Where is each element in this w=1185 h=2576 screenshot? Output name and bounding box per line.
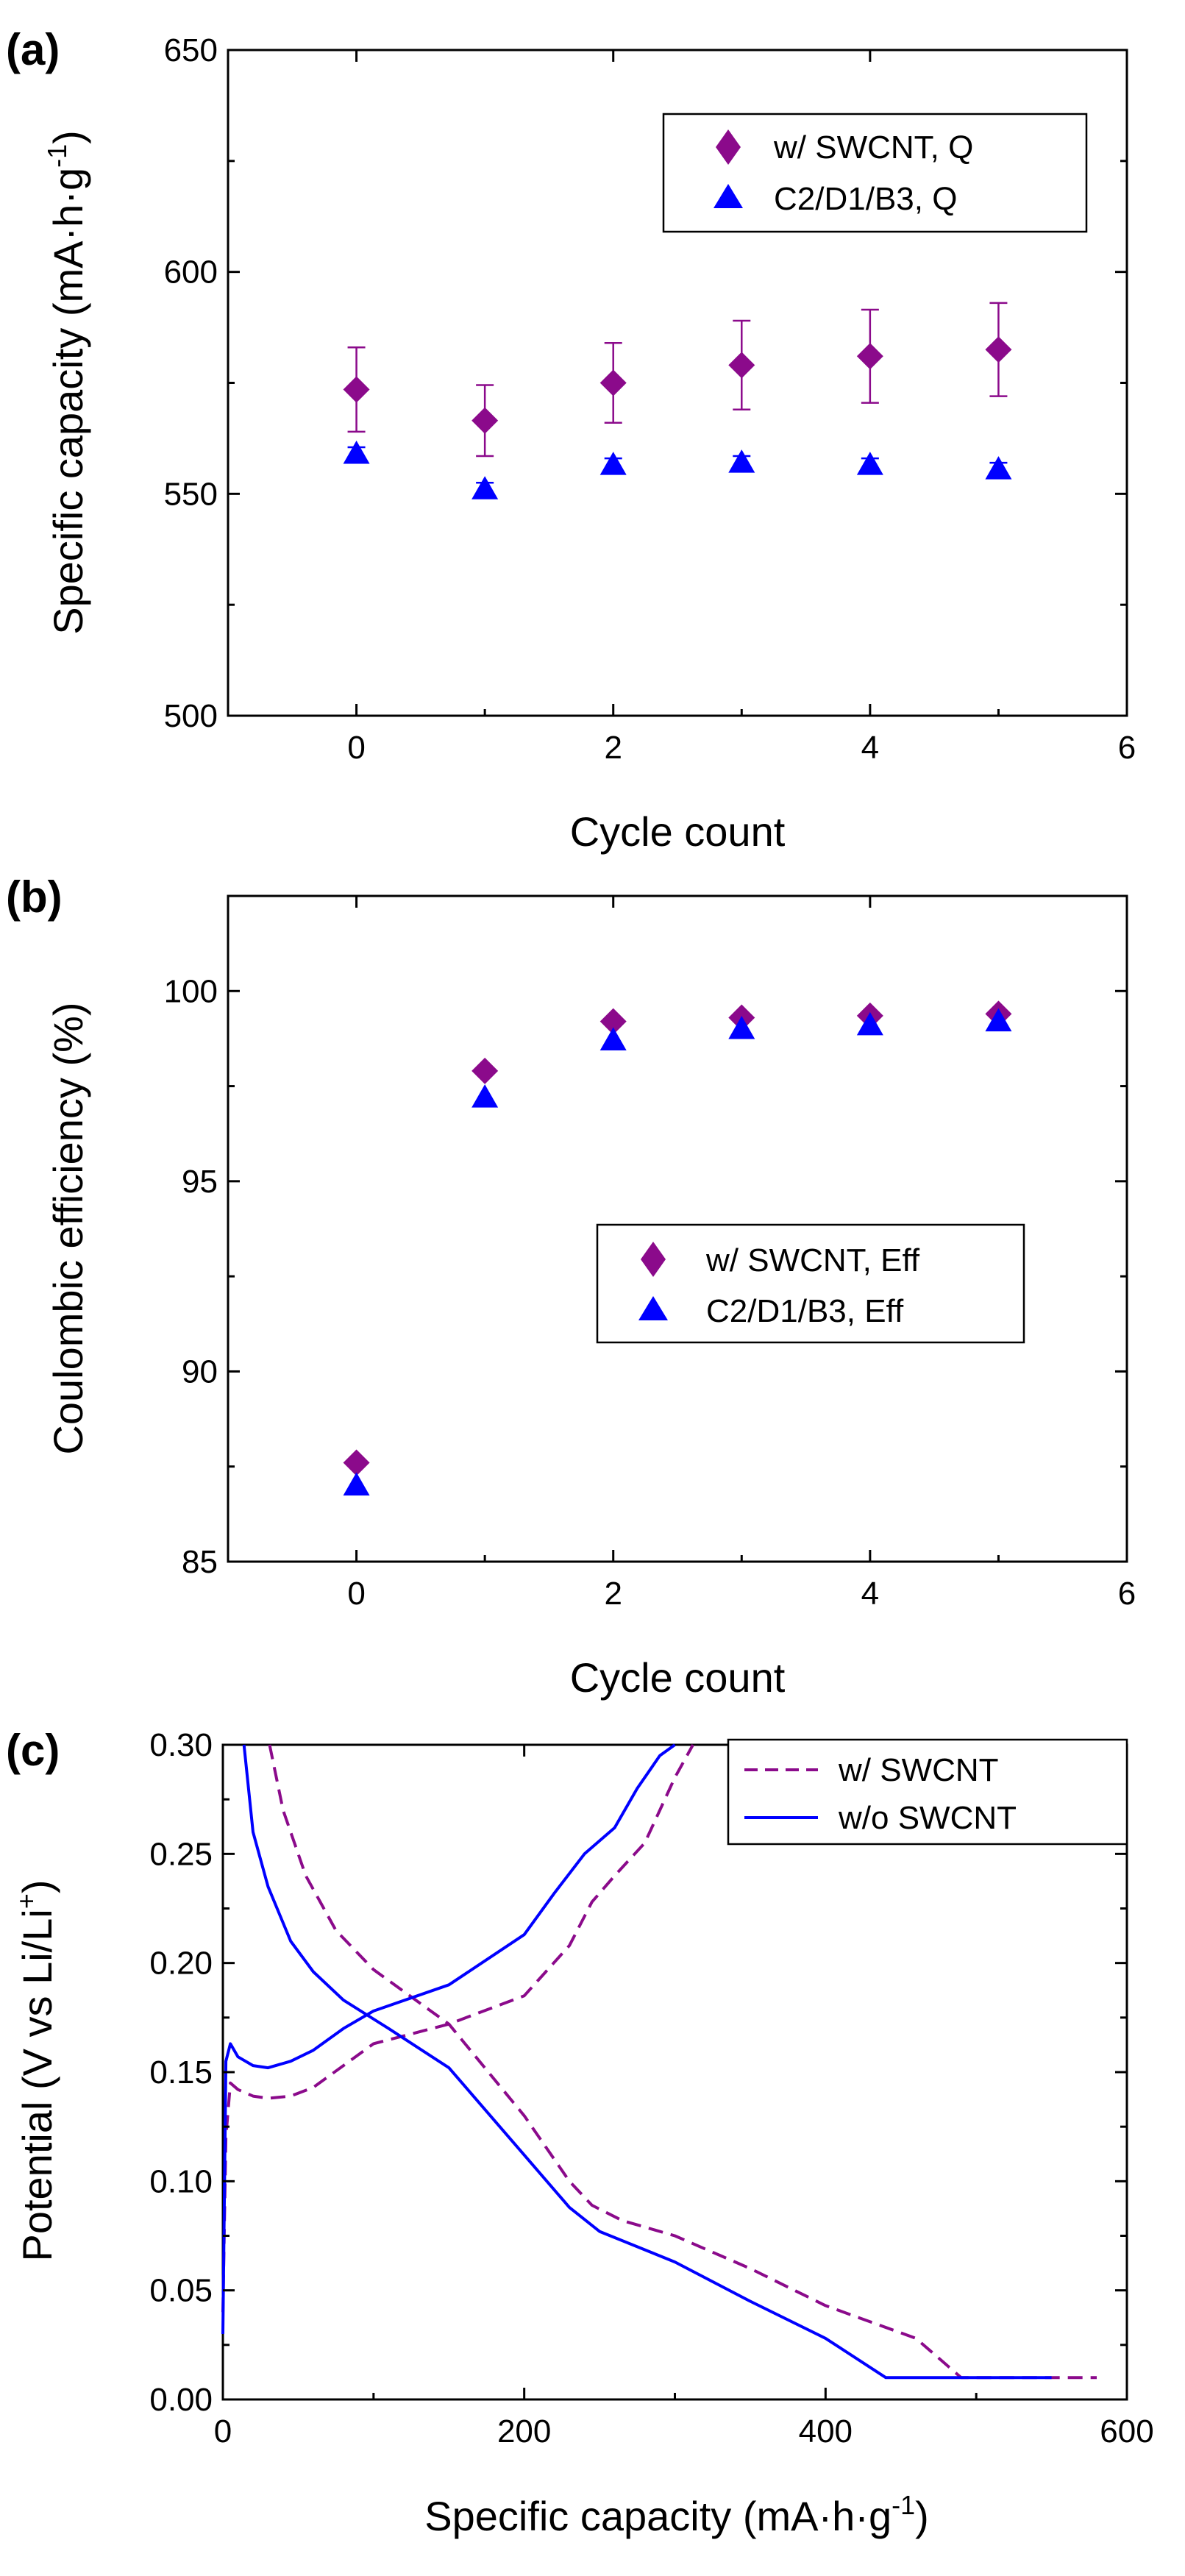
panel-a-x-tick-label: 4 [861, 730, 879, 766]
panel-a-point-series-0 [343, 376, 370, 403]
panel-c-x-tick-label: 600 [1100, 2413, 1153, 2449]
panel-b-legend-label-c2d1b3: C2/D1/B3, Eff [706, 1293, 904, 1329]
panel-a-marks [343, 302, 1012, 499]
panel-a-point-series-0 [985, 336, 1012, 363]
panel-b-x-tick-label: 0 [347, 1576, 365, 1612]
panel-c-legend-label-no-swcnt: w/o SWCNT [838, 1800, 1017, 1836]
panel-a-y-axis-title-sup: -1 [42, 144, 72, 168]
panel-c-y-tick-label: 0.30 [149, 1727, 213, 1763]
panel-a-y-tick-label: 500 [164, 698, 218, 734]
panel-a-point-series-1 [985, 456, 1012, 480]
panel-a-ticks: 0 2 4 6 500 550 600 650 [164, 32, 1136, 766]
panel-b-legend-box [596, 1223, 1025, 1344]
panel-b-x-tick-label: 6 [1118, 1576, 1136, 1612]
panel-c-series-1-curve-0 [242, 1744, 1052, 2380]
panel-a-legend-label-c2d1b3: C2/D1/B3, Q [774, 181, 957, 217]
panel-a-point-series-1 [856, 452, 883, 475]
panel-b: (b) 0 2 4 6 85 90 95 100 Cycle count Coulombic … [6, 872, 1136, 1701]
panel-c: (c) 0 200 400 600 0.00 0.05 0.10 0.15 0.20 0.25 0.… [6, 1726, 1154, 2539]
panel-a-y-axis-title-tail: ) [45, 130, 91, 144]
panel-a-x-tick-label: 6 [1118, 730, 1136, 766]
panel-c-x-tick-label: 400 [799, 2413, 853, 2449]
panel-a-label: (a) [6, 25, 60, 74]
panel-a-point-series-1 [599, 452, 627, 475]
panel-b-point-series-0 [343, 1449, 370, 1476]
panel-b-legend-label-swcnt: w/ SWCNT, Eff [705, 1242, 920, 1278]
panel-a-point-series-1 [728, 449, 755, 473]
panel-c-legend: w/ SWCNT w/o SWCNT [727, 1738, 1128, 1846]
panel-c-x-tick-label: 0 [214, 2413, 232, 2449]
panel-b-legend-symbol-c2d1b3 [638, 1296, 668, 1320]
panel-a-point-series-0 [856, 343, 883, 370]
panel-b-legend-symbol-swcnt [641, 1242, 666, 1277]
panel-b-plot-frame [227, 894, 1128, 1563]
panel-a-y-tick-label: 550 [164, 476, 218, 512]
panel-a-point-series-1 [343, 441, 370, 464]
panel-c-y-axis-title-tail: ) [14, 1879, 60, 1893]
panel-c-x-axis-title-tail: ) [915, 2493, 929, 2539]
panel-b-point-series-1 [343, 1472, 370, 1496]
panel-a-legend-box [662, 113, 1088, 233]
panel-c-y-tick-label: 0.25 [149, 1836, 213, 1872]
panel-c-x-axis-title-main: Specific capacity (mA·h·g [424, 2493, 892, 2539]
panel-c-y-axis-title-main: Potential (V vs Li/Li [14, 1909, 60, 2261]
panel-b-point-series-1 [856, 1011, 883, 1036]
panel-a-x-tick-label: 2 [604, 730, 622, 766]
panel-c-y-tick-label: 0.10 [149, 2163, 213, 2199]
panel-a-x-axis-title: Cycle count [570, 808, 786, 855]
panel-b-point-series-0 [599, 1008, 627, 1035]
panel-b-ticks: 0 2 4 6 85 90 95 100 [164, 896, 1136, 1612]
panel-c-x-axis-title-sup: -1 [892, 2490, 915, 2520]
panel-c-ticks: 0 200 400 600 0.00 0.05 0.10 0.15 0.20 0.25 0.30 [149, 1727, 1153, 2449]
panel-a-legend-symbol-c2d1b3 [714, 184, 743, 208]
panel-a-legend: w/ SWCNT, Q C2/D1/B3, Q [662, 113, 1088, 233]
panel-a-x-tick-label: 0 [347, 730, 365, 766]
panel-c-y-tick-label: 0.00 [149, 2382, 213, 2418]
panel-a-point-series-0 [599, 369, 627, 396]
panel-b-legend: w/ SWCNT, Eff C2/D1/B3, Eff [596, 1223, 1025, 1344]
panel-b-y-axis-title: Coulombic efficiency (%) [45, 1002, 91, 1454]
panel-c-legend-box [727, 1738, 1128, 1846]
panel-b-x-axis-title: Cycle count [570, 1654, 786, 1701]
panel-c-label: (c) [6, 1726, 60, 1775]
panel-b-point-series-0 [471, 1057, 499, 1084]
panel-c-y-tick-label: 0.15 [149, 2054, 213, 2091]
panel-c-y-axis-title: Potential (V vs Li/Li+) [11, 1879, 60, 2261]
panel-c-legend-label-swcnt: w/ SWCNT [838, 1752, 999, 1788]
panel-b-y-tick-label: 100 [164, 973, 218, 1009]
panel-b-marks [343, 1000, 1012, 1496]
panel-a-point-series-1 [471, 476, 499, 499]
panel-b-point-series-1 [471, 1084, 499, 1108]
panel-a-y-tick-label: 600 [164, 255, 218, 291]
panel-b-y-tick-label: 90 [182, 1353, 218, 1390]
panel-b-x-tick-label: 2 [604, 1576, 622, 1612]
panel-b-point-series-1 [599, 1027, 627, 1051]
panel-a-y-axis-title: Specific capacity (mA·h·g-1) [42, 130, 91, 635]
panel-c-y-axis-title-sup: + [11, 1893, 41, 1909]
panel-a-legend-label-swcnt: w/ SWCNT, Q [773, 129, 973, 166]
panel-c-x-tick-label: 200 [497, 2413, 551, 2449]
panel-b-y-tick-label: 95 [182, 1164, 218, 1200]
panel-c-series-1-curve-1 [221, 1743, 676, 2335]
panel-a-point-series-0 [728, 352, 755, 379]
panel-c-series-0-curve-0 [268, 1744, 1097, 2380]
panel-a-legend-symbol-swcnt [716, 129, 741, 165]
panel-c-y-tick-label: 0.05 [149, 2273, 213, 2309]
panel-b-label: (b) [6, 872, 63, 922]
panel-b-x-tick-label: 4 [861, 1576, 879, 1612]
panel-b-point-series-1 [728, 1016, 755, 1039]
panel-c-x-axis-title: Specific capacity (mA·h·g-1) [424, 2490, 929, 2539]
panel-b-point-series-1 [985, 1008, 1012, 1032]
panel-a-y-axis-title-main: Specific capacity (mA·h·g [45, 168, 91, 635]
panel-a-y-tick-label: 650 [164, 32, 218, 68]
panel-c-series-0-curve-1 [221, 1744, 694, 2313]
panel-c-marks [221, 1743, 1097, 2380]
panel-a-point-series-0 [471, 407, 499, 434]
panel-c-y-tick-label: 0.20 [149, 1946, 213, 1982]
panel-a: (a) 0 2 4 6 500 550 600 650 Cycle count Specifi… [6, 25, 1136, 855]
panel-b-y-tick-label: 85 [182, 1544, 218, 1580]
